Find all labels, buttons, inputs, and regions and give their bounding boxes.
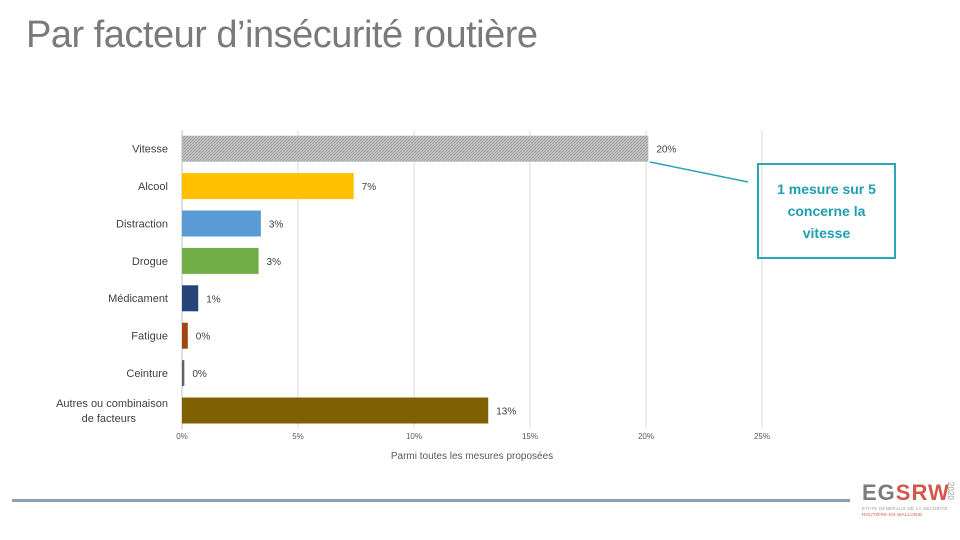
data-label: 0%: [196, 332, 211, 343]
data-label: 3%: [267, 257, 282, 268]
y-tick-label: Vitesse: [132, 144, 168, 156]
callout-box: 1 mesure sur 5 concerne la vitesse: [757, 163, 896, 259]
y-tick-label: Autres ou combinaison de facteurs: [56, 398, 168, 425]
bar: [182, 135, 649, 162]
x-tick-label: 25%: [754, 432, 770, 441]
data-label: 13%: [496, 407, 516, 418]
y-tick-label: Drogue: [132, 256, 168, 268]
bar: [182, 173, 354, 200]
bar: [182, 247, 259, 274]
x-tick-label: 20%: [638, 432, 654, 441]
logo-year: 2020: [946, 482, 955, 500]
y-tick-label: Ceinture: [126, 368, 168, 380]
x-axis-label: Parmi toutes les mesures proposées: [391, 451, 553, 462]
egsrw-logo: EGSRW 2020 ETATS GÉNÉRAUX DE LA SÉCURITÉ…: [862, 480, 955, 524]
data-label: 20%: [656, 145, 676, 156]
callout-leader-line: [649, 161, 749, 183]
bar: [182, 322, 188, 349]
data-label: 3%: [269, 220, 284, 231]
logo-subtitle: ETATS GÉNÉRAUX DE LA SÉCURITÉ ROUTIÈRE E…: [862, 506, 948, 517]
x-tick-label: 5%: [292, 432, 304, 441]
y-tick-label: Distraction: [116, 218, 168, 230]
footer-divider: [12, 499, 850, 502]
callout-text: 1 mesure sur 5 concerne la vitesse: [777, 181, 876, 241]
x-tick-label: 15%: [522, 432, 538, 441]
data-label: 7%: [362, 182, 377, 193]
logo-wordmark: EGSRW: [862, 480, 950, 505]
page-title: Par facteur d’insécurité routière: [26, 14, 538, 56]
bar: [182, 285, 199, 312]
y-tick-label: Médicament: [108, 293, 168, 305]
bar: [182, 360, 185, 387]
y-tick-label: Alcool: [138, 181, 168, 193]
y-tick-label: Fatigue: [131, 331, 168, 343]
x-tick-label: 0%: [176, 432, 188, 441]
data-label: 1%: [206, 294, 221, 305]
bar: [182, 397, 489, 424]
data-label: 0%: [192, 369, 207, 380]
x-tick-label: 10%: [406, 432, 422, 441]
bar: [182, 210, 261, 237]
